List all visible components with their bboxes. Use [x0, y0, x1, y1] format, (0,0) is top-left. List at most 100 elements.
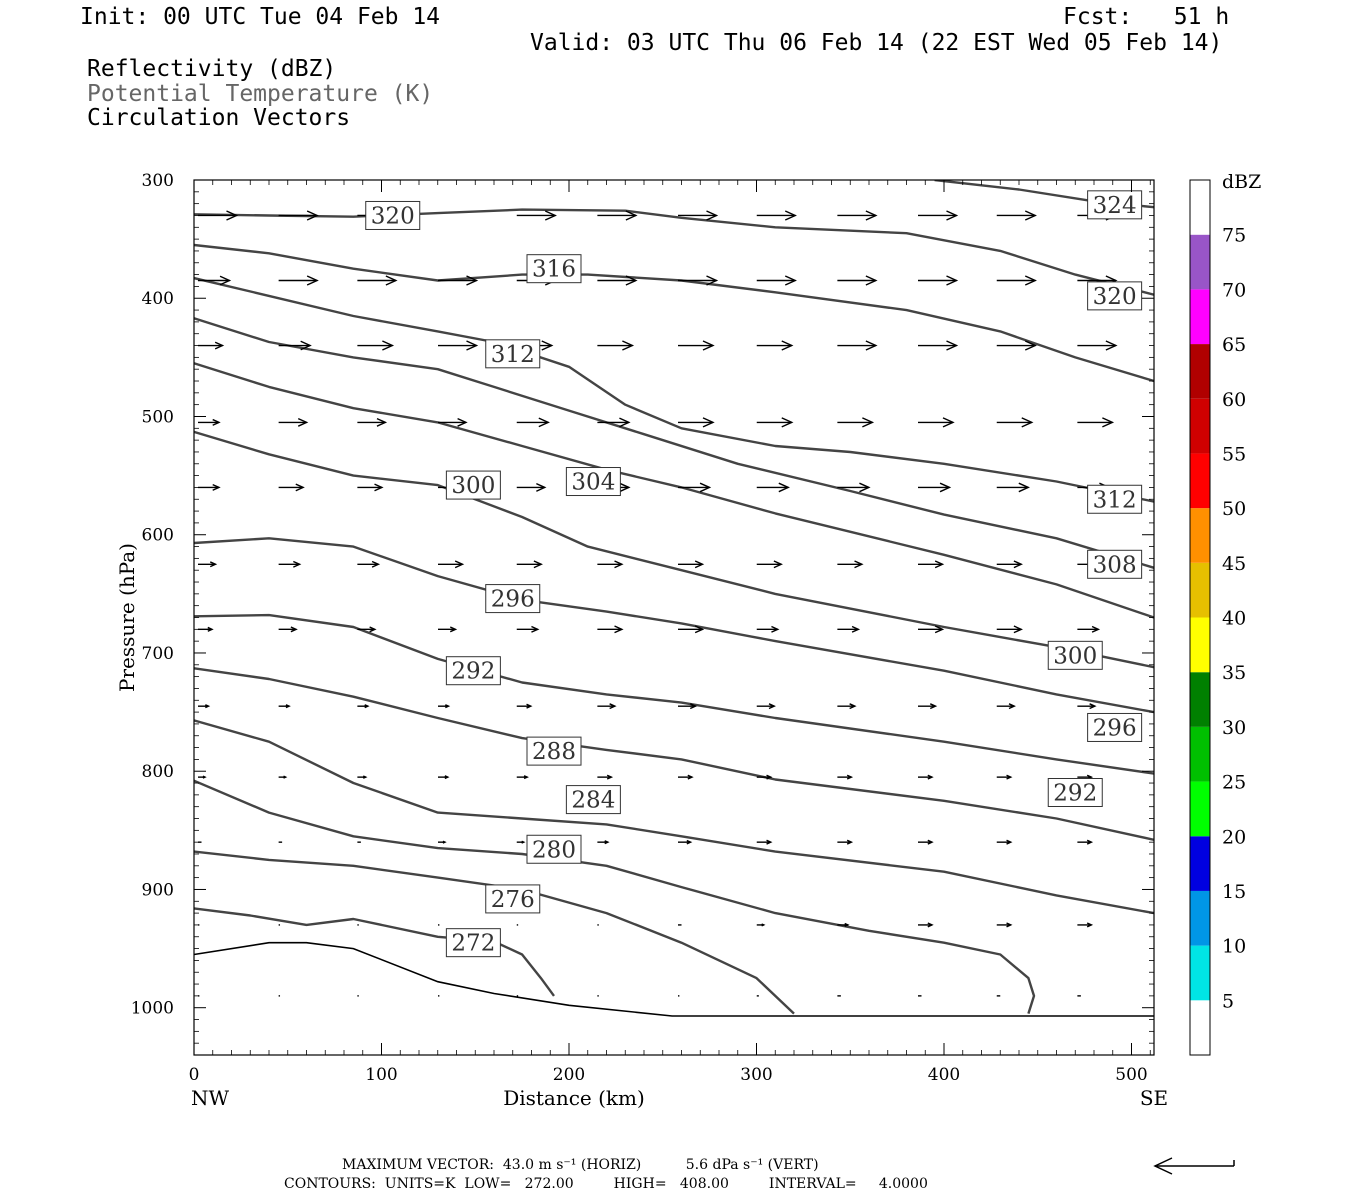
wind-vector [1158, 704, 1176, 709]
wind-vector [837, 839, 854, 845]
wind-vector [678, 275, 719, 286]
surface-boundary [193, 941, 1154, 1017]
contour-label-text: 280 [532, 837, 576, 863]
colorbar-segment [1190, 617, 1210, 673]
colorbar-segment [1190, 234, 1210, 290]
colorbar-segment [1190, 890, 1210, 946]
wind-vector [597, 774, 614, 780]
wind-vector [357, 626, 377, 633]
theta-contour-320 [194, 208, 1154, 296]
colorbar-label: 25 [1222, 772, 1246, 794]
wind-vector [438, 704, 451, 709]
colorbar-segment [1190, 562, 1210, 618]
contour-label: 324 [1087, 190, 1143, 220]
wind-vector [678, 703, 698, 710]
colorbar-segment [1190, 344, 1210, 399]
x-tick-label: 200 [553, 1065, 585, 1085]
wind-vector [756, 210, 797, 221]
contours-note: CONTOURS: UNITS=K LOW= 272.00 HIGH= 408.… [284, 1176, 928, 1192]
wind-vector [996, 275, 1037, 286]
x-end-label-se: SE [1140, 1086, 1168, 1110]
contour-label: 312 [1087, 484, 1143, 514]
colorbar-label: 20 [1222, 826, 1246, 848]
wind-vector [597, 840, 610, 845]
x-tick-label: 300 [740, 1065, 772, 1085]
contour-label: 296 [485, 584, 541, 614]
wind-vector [837, 482, 871, 493]
wind-vector [756, 839, 773, 845]
wind-vector [918, 703, 938, 710]
wind-vector [918, 922, 934, 928]
wind-vector [438, 840, 447, 844]
wind-vector [516, 560, 543, 569]
wind-vector [837, 417, 875, 428]
theta-contour-288 [194, 667, 1154, 841]
wind-vector [837, 922, 850, 927]
wind-vector [278, 775, 288, 779]
wind-vector [278, 210, 319, 221]
colorbar-label: 15 [1222, 881, 1246, 903]
wind-vector [678, 560, 705, 569]
y-axis-title: Pressure (hPa) [115, 543, 139, 692]
y-tick-label: 500 [142, 407, 174, 427]
y-tick-label: 300 [142, 171, 174, 191]
wind-vector [357, 704, 370, 709]
wind-vector [918, 560, 945, 569]
wind-vector [678, 774, 694, 780]
wind-vector [516, 840, 526, 844]
wind-vector [278, 417, 309, 427]
wind-vector [198, 704, 211, 709]
wind-vector [996, 703, 1016, 710]
wind-vector [678, 210, 719, 221]
contour-label: 316 [526, 254, 582, 284]
wind-vector [597, 625, 624, 634]
y-tick-label: 1000 [131, 999, 174, 1019]
wind-vector [756, 923, 766, 927]
theta-contour-296 [194, 537, 1154, 714]
colorbar-label: 40 [1222, 608, 1246, 630]
contour-label: 272 [445, 928, 501, 958]
x-tick-label: 400 [928, 1065, 960, 1085]
wind-vector [278, 560, 302, 568]
wind-vector [918, 210, 959, 221]
wind-vector [996, 839, 1013, 845]
contour-lines [194, 180, 1154, 1015]
field-name-reflectivity: Reflectivity (dBZ) [87, 56, 337, 82]
wind-vector [918, 340, 959, 351]
colorbar-segment [1190, 453, 1210, 509]
wind-vector [278, 275, 319, 286]
theta-contour-308 [194, 317, 1154, 569]
theta-contour-284 [194, 719, 1154, 915]
contour-label: 296 [1087, 712, 1143, 742]
contour-label: 276 [485, 884, 541, 914]
contour-label-text: 316 [532, 257, 576, 283]
wind-vector [438, 560, 465, 569]
contour-label: 300 [445, 470, 501, 500]
colorbar-label: 60 [1222, 389, 1246, 411]
wind-vector [1158, 840, 1172, 844]
contour-label-text: 320 [371, 203, 415, 229]
colorbar-segment [1190, 672, 1210, 727]
wind-vector [516, 483, 547, 492]
surface-pressure-line [193, 941, 1154, 1017]
wind-vector [438, 340, 479, 351]
max-vector-note: MAXIMUM VECTOR: 43.0 m s⁻¹ (HORIZ) 5.6 d… [342, 1157, 819, 1173]
wind-vector [438, 417, 468, 427]
colorbar-segment [1190, 289, 1210, 345]
wind-vector [756, 417, 794, 428]
wind-vector [1077, 417, 1115, 428]
wind-vector [918, 839, 934, 845]
wind-vector [837, 560, 864, 569]
wind-vector [996, 774, 1013, 780]
wind-vector [918, 774, 934, 780]
wind-vector [198, 341, 225, 350]
wind-vector [756, 625, 780, 633]
wind-vector [438, 626, 458, 633]
wind-vector [1158, 626, 1179, 632]
theta-contour-316 [194, 243, 1154, 383]
x-tick-label: 0 [189, 1065, 200, 1085]
wind-vector [756, 774, 773, 780]
wind-vector [837, 774, 854, 780]
colorbar-segment [1190, 836, 1210, 891]
